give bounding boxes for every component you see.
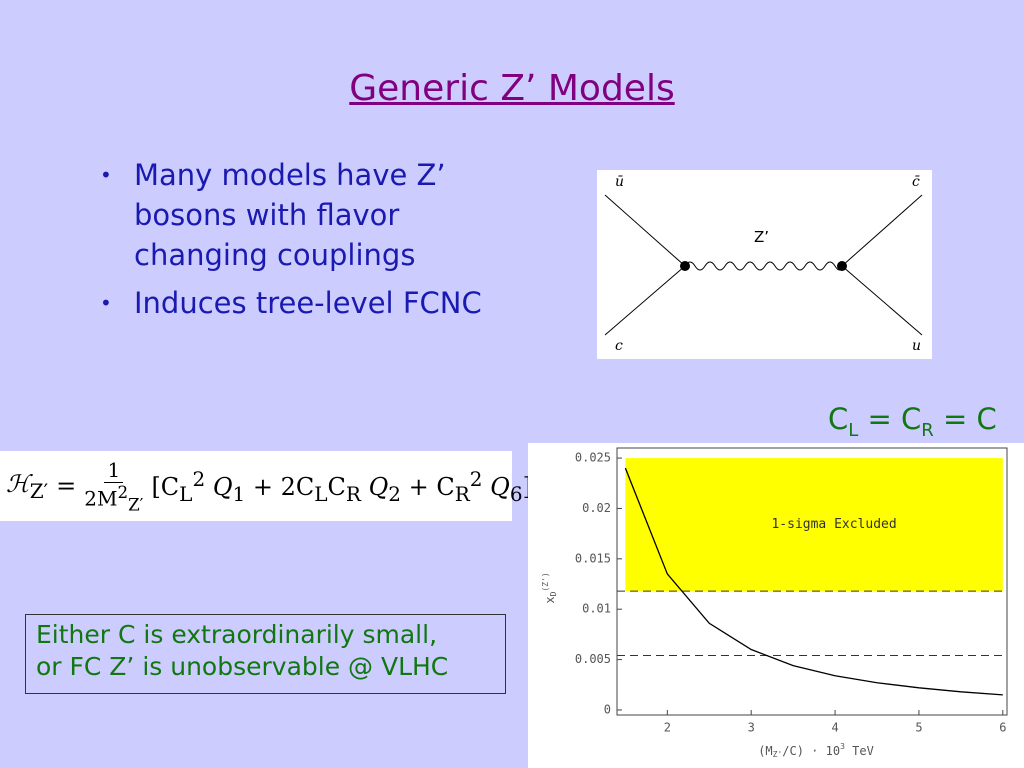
- fraction: 1 2M2Z′: [84, 458, 143, 515]
- symbol: C: [327, 472, 346, 501]
- title-text: Generic Z’ Models: [349, 68, 675, 109]
- fermion-line: [841, 265, 923, 336]
- excluded-region: [625, 458, 1003, 592]
- conclusion-line: or FC Z’ is unobservable @ VLHC: [36, 652, 449, 681]
- region-label: 1-sigma Excluded: [771, 517, 896, 532]
- label-part: x: [543, 596, 557, 603]
- fermion-line: [604, 265, 686, 336]
- label-part: TeV: [845, 744, 874, 758]
- slide-title: Generic Z’ Models: [0, 68, 1024, 109]
- symbol: ℋ: [6, 469, 30, 498]
- label-part: (Z'): [541, 572, 550, 591]
- boson-line: [684, 261, 843, 271]
- symbol: ]: [522, 472, 532, 501]
- label-part: D: [549, 591, 558, 596]
- label-part: Z': [773, 750, 783, 759]
- x-tick-label: 4: [831, 721, 838, 735]
- x-axis-label: (MZ'/C) · 103 TeV: [758, 742, 874, 759]
- symbol: L: [179, 481, 193, 506]
- symbol: R: [921, 419, 934, 441]
- hamiltonian: ℋZ′ = 1 2M2Z′ [CL2 Q1 + 2CLCR Q2 + CR2 Q6…: [0, 451, 532, 521]
- feynman-diagram: ū c̄ c u Z’: [597, 170, 932, 359]
- diagram-bg: [597, 170, 932, 359]
- symbol: = C: [858, 402, 922, 436]
- boson-label: Z’: [754, 228, 769, 246]
- particle-label: c̄: [912, 174, 920, 190]
- symbol: 6: [509, 481, 523, 506]
- particle-label: u: [912, 338, 921, 354]
- symbol: R: [345, 481, 361, 506]
- label-part: 3: [840, 742, 845, 751]
- symbol: 2: [117, 482, 129, 502]
- y-tick-label: 0.01: [582, 602, 611, 616]
- particle-label: c: [615, 338, 623, 354]
- symbol: 2: [388, 481, 401, 506]
- label-part: (M: [758, 744, 772, 758]
- x-tick-label: 5: [915, 721, 922, 735]
- symbol: + C: [401, 472, 455, 501]
- symbol: = C: [933, 402, 997, 436]
- x-tick-label: 2: [664, 721, 671, 735]
- symbol: Z′: [128, 495, 144, 515]
- y-tick-label: 0: [604, 702, 611, 716]
- symbol: R: [454, 481, 470, 506]
- symbol: 2M: [84, 486, 118, 511]
- symbol: L: [314, 481, 328, 506]
- symbol: Z′: [29, 478, 49, 503]
- fermion-line: [841, 194, 923, 267]
- fermion-line: [604, 194, 686, 267]
- chart: (MZ'/C) · 103 TeV xD(Z') 1-sigma Exclude…: [528, 443, 1024, 768]
- conclusion-line: Either C is extraordinarily small,: [36, 620, 438, 649]
- symbol: L: [848, 419, 859, 441]
- symbol: + 2C: [245, 472, 315, 501]
- vertex: [837, 261, 847, 271]
- symbol: Q: [205, 472, 233, 501]
- symbol: 2: [192, 466, 206, 491]
- symbol: 1: [232, 481, 246, 506]
- symbol: [C: [151, 472, 180, 501]
- symbol: =: [56, 472, 77, 500]
- formula-lhs: ℋZ′: [6, 470, 48, 503]
- label-part: /C) · 10: [782, 744, 840, 758]
- symbol: Q: [360, 472, 389, 501]
- x-tick-label: 6: [999, 721, 1006, 735]
- y-tick-label: 0.015: [575, 551, 611, 565]
- coupling-label: CL = CR = C: [828, 402, 997, 441]
- symbol: 2: [469, 466, 483, 491]
- y-tick-label: 0.02: [582, 501, 611, 515]
- curve: [624, 467, 1003, 696]
- symbol: Q: [482, 472, 510, 501]
- y-tick-label: 0.025: [575, 451, 611, 465]
- y-axis-label: xD(Z'): [541, 572, 558, 603]
- denominator: 2M2Z′: [84, 483, 143, 515]
- vertex: [680, 261, 690, 271]
- bullet: Induces tree-level FCNC: [100, 283, 500, 323]
- conclusion-box: Either C is extraordinarily small, or FC…: [25, 614, 506, 694]
- plot-frame: [616, 447, 1008, 716]
- x-tick-label: 3: [748, 721, 755, 735]
- numerator: 1: [104, 458, 124, 483]
- formula-body: [CL2 Q1 + 2CLCR Q2 + CR2 Q6]: [151, 467, 532, 506]
- particle-label: ū: [615, 174, 624, 190]
- symbol: C: [828, 402, 849, 436]
- bullet: Many models have Z’ bosons with flavor c…: [100, 155, 500, 275]
- bullet-list: Many models have Z’ bosons with flavor c…: [100, 155, 500, 331]
- y-tick-label: 0.005: [575, 652, 611, 666]
